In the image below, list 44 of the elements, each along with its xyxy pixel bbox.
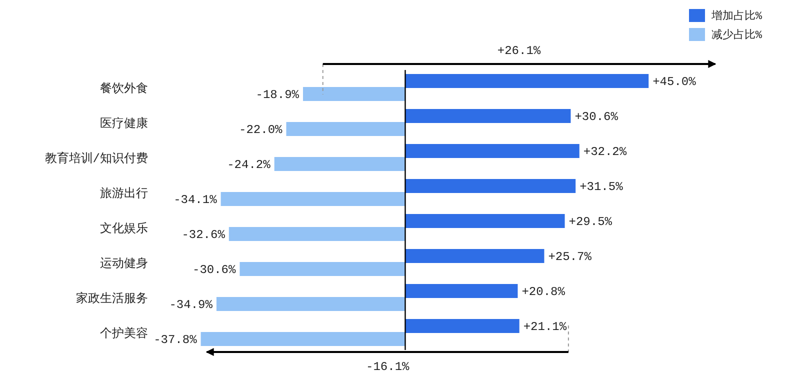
y-tick-label: 运动健身 — [100, 256, 148, 271]
y-tick-label: 教育培训/知识付费 — [44, 150, 148, 166]
data-label: +45.0% — [652, 75, 697, 90]
data-label: -22.0% — [239, 123, 284, 138]
y-tick-label: 个护美容 — [100, 326, 148, 341]
data-label: +25.7% — [548, 250, 592, 264]
bar — [286, 122, 406, 136]
data-label: -37.8% — [154, 333, 198, 348]
bar — [274, 157, 406, 171]
legend-label: 增加占比% — [711, 9, 762, 23]
bar — [216, 297, 406, 311]
y-tick-label: 家政生活服务 — [76, 290, 148, 306]
bar — [405, 319, 520, 333]
y-tick-label: 餐饮外食 — [100, 82, 148, 96]
data-label: +30.6% — [574, 110, 619, 124]
data-label: +20.8% — [522, 285, 566, 300]
data-label: -30.6% — [192, 263, 237, 278]
data-label: -34.1% — [174, 193, 218, 208]
data-label: +31.5% — [580, 180, 624, 194]
legend-label: 减少占比% — [711, 28, 762, 42]
data-label: -32.6% — [182, 228, 226, 242]
bar — [405, 284, 518, 298]
y-tick-label: 旅游出行 — [100, 186, 148, 201]
bar — [405, 179, 576, 193]
y-tick-label: 医疗健康 — [100, 116, 148, 131]
bar — [405, 74, 649, 88]
data-label: +21.1% — [523, 320, 568, 334]
bar — [200, 332, 406, 346]
bar — [220, 192, 406, 206]
bar — [405, 109, 571, 123]
data-label: +32.2% — [583, 145, 628, 160]
y-tick-label: 文化娱乐 — [100, 220, 148, 236]
text: -16.1% — [366, 360, 410, 374]
bar — [228, 227, 406, 241]
data-label: +29.5% — [568, 215, 613, 230]
bar — [405, 144, 580, 158]
data-label: -34.9% — [169, 298, 214, 312]
text: +26.1% — [497, 44, 542, 58]
bar — [240, 262, 406, 276]
bar — [303, 87, 406, 101]
bar — [405, 214, 565, 228]
data-label: -18.9% — [256, 88, 300, 102]
data-label: -24.2% — [227, 158, 272, 172]
bar — [405, 249, 544, 263]
